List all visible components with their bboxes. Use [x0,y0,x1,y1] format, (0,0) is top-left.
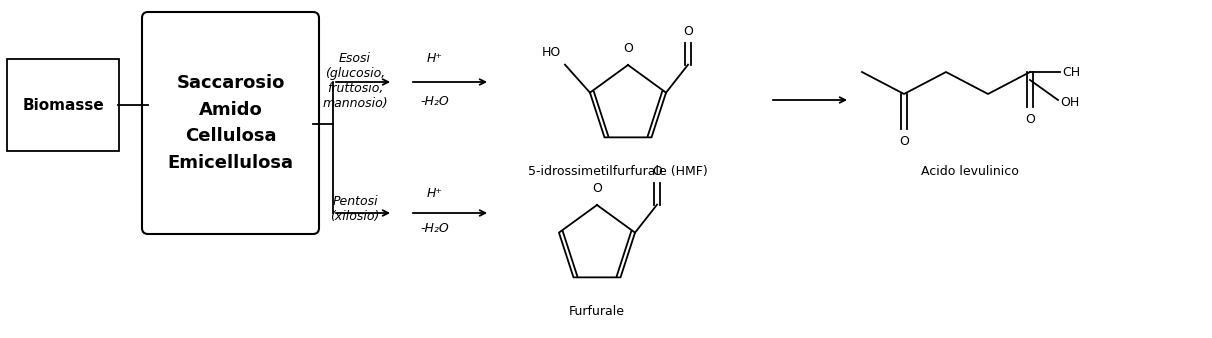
Text: -H₂O: -H₂O [421,222,450,235]
Text: O: O [684,25,693,38]
Text: Acido levulinico: Acido levulinico [921,165,1019,178]
Text: Furfurale: Furfurale [568,305,625,318]
Text: Saccarosio
Amido
Cellulosa
Emicellulosa: Saccarosio Amido Cellulosa Emicellulosa [167,74,293,172]
Text: O: O [1025,113,1035,126]
Text: H⁺: H⁺ [427,52,444,65]
Text: O: O [899,135,909,148]
Text: fruttosio,: fruttosio, [327,82,383,95]
Text: O: O [652,165,662,178]
Text: Biomasse: Biomasse [22,97,104,113]
Text: -H₂O: -H₂O [421,95,450,108]
Text: O: O [593,182,602,195]
Text: HO: HO [542,46,561,58]
Text: 5-idrossimetilfurfurale (HMF): 5-idrossimetilfurfurale (HMF) [528,165,708,178]
Text: CH: CH [1062,66,1080,78]
FancyBboxPatch shape [142,12,319,234]
FancyBboxPatch shape [7,59,119,151]
Text: (xilosio): (xilosio) [331,210,379,223]
Text: H⁺: H⁺ [427,187,444,200]
Text: (glucosio,: (glucosio, [325,67,385,80]
Text: mannosio): mannosio) [322,97,388,110]
Text: Esosi: Esosi [339,52,371,65]
Text: Pentosi: Pentosi [332,195,378,208]
Text: O: O [623,42,633,55]
Text: OH: OH [1060,96,1079,108]
